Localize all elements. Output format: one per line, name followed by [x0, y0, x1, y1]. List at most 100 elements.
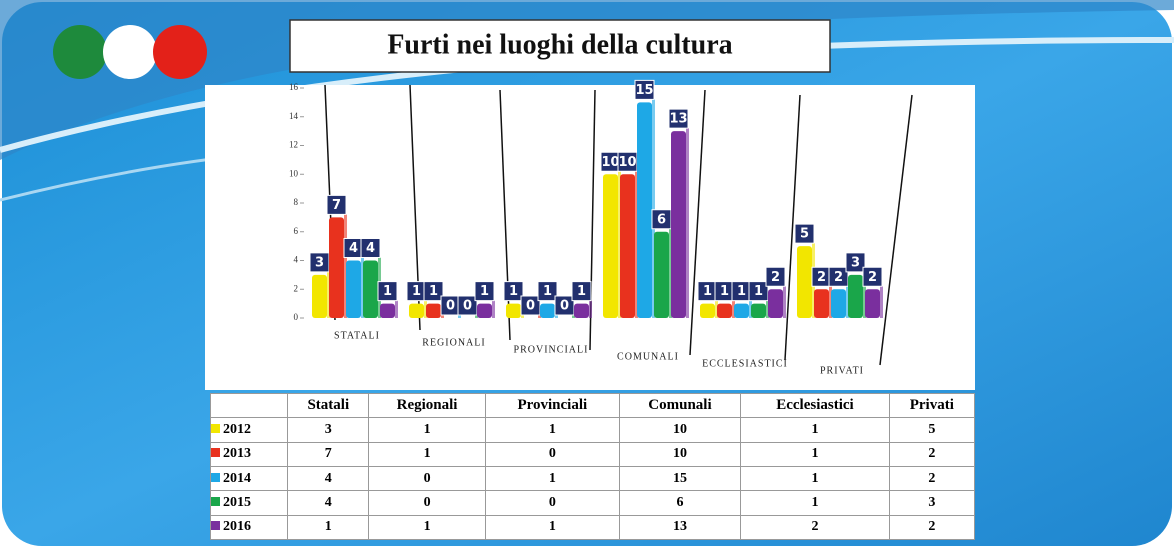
- data-label: 0: [526, 299, 535, 314]
- label-box: [794, 223, 815, 244]
- table-cell: 10: [618, 417, 742, 443]
- table-cell: 2: [888, 441, 976, 467]
- bar-side: [475, 315, 478, 318]
- data-label: 3: [315, 255, 324, 270]
- label-box: [520, 295, 541, 316]
- data-label: 1: [383, 284, 392, 299]
- table-cell: 10: [618, 441, 742, 467]
- data-label: 4: [366, 241, 375, 256]
- chart-title: Furti nei luoghi della cultura: [387, 29, 732, 60]
- y-tick-label: 16: [289, 82, 299, 92]
- bar: [814, 289, 829, 318]
- label-box: [765, 266, 786, 287]
- data-label: 1: [720, 284, 729, 299]
- label-box: [423, 281, 444, 302]
- label-box: [571, 281, 592, 302]
- table-cell: 4: [287, 465, 370, 492]
- bar: [751, 303, 766, 318]
- x-tick-label: PROVINCIALI: [514, 344, 589, 355]
- data-label: 5: [800, 227, 809, 242]
- bar-side: [749, 300, 752, 318]
- x-tick-label: ECCLESIASTICI: [702, 358, 788, 369]
- x-tick-label: REGIONALI: [422, 337, 485, 348]
- bar: [506, 303, 521, 318]
- table-cell: 2: [888, 465, 976, 492]
- table-cell: 6: [618, 490, 742, 516]
- label-box: [828, 266, 849, 287]
- table-cell: 0: [368, 490, 486, 516]
- bar-side: [344, 214, 347, 318]
- flag-green: [53, 25, 107, 79]
- data-label: 1: [737, 284, 746, 299]
- bar-side: [686, 128, 689, 318]
- legend-label: 2012: [223, 421, 251, 437]
- legend-swatch: [211, 423, 220, 433]
- legend-swatch: [211, 496, 220, 506]
- table-cell: 1: [287, 514, 370, 541]
- data-label: 6: [657, 212, 666, 227]
- legend-label: 2014: [223, 470, 251, 486]
- data-table: Statali Regionali Provinciali Comunali Eccle…: [209, 392, 976, 541]
- bar: [363, 260, 378, 318]
- column-header: Provinciali: [485, 392, 620, 419]
- table-cell: 1: [740, 490, 890, 516]
- bar-side: [361, 257, 364, 318]
- table-cell: 3: [287, 417, 370, 443]
- table-cell: 1: [485, 514, 620, 541]
- bar-side: [846, 286, 849, 318]
- bar-side: [715, 300, 718, 318]
- column-header: Ecclesiastici: [740, 392, 890, 419]
- y-tick-label: 0: [294, 312, 299, 322]
- bar: [637, 102, 652, 318]
- bar-side: [424, 300, 427, 318]
- divider: [689, 89, 706, 356]
- data-label: 0: [560, 299, 569, 314]
- data-label: 1: [703, 284, 712, 299]
- bar-side: [572, 315, 575, 318]
- data-label: 4: [349, 241, 358, 256]
- data-label: 1: [509, 284, 518, 299]
- table-cell: 0: [485, 490, 620, 516]
- table-row: 2014 4 0 1 15 1 2: [209, 465, 976, 492]
- data-label: 2: [771, 270, 780, 285]
- table-cell: 1: [485, 417, 620, 443]
- column-header: Comunali: [618, 392, 742, 419]
- legend-swatch: [211, 448, 220, 458]
- data-label: 1: [543, 284, 552, 299]
- data-label: 1: [577, 284, 586, 299]
- x-tick-label: STATALI: [334, 330, 380, 341]
- table-cell: 13: [618, 514, 742, 541]
- bar: [671, 131, 686, 318]
- bar: [329, 217, 344, 318]
- x-tick-label: COMUNALI: [617, 351, 679, 362]
- bar: [717, 303, 732, 318]
- bar: [603, 174, 618, 318]
- data-label: 1: [754, 284, 763, 299]
- bar-side: [783, 286, 786, 318]
- bar-side: [863, 271, 866, 318]
- bar-side: [458, 315, 461, 318]
- label-box: [845, 252, 866, 273]
- bar-side: [395, 300, 398, 318]
- bar: [346, 260, 361, 318]
- table-cell: 1: [485, 465, 620, 492]
- table-cell: 1: [368, 417, 486, 443]
- label-box: [457, 295, 478, 316]
- data-label: 10: [601, 155, 619, 170]
- label-box: [537, 281, 558, 302]
- bar: [477, 303, 492, 318]
- data-label: 2: [817, 270, 826, 285]
- bar-side: [652, 99, 655, 318]
- bar: [409, 303, 424, 318]
- bar: [734, 303, 749, 318]
- table-cell: 15: [618, 465, 742, 492]
- bar: [380, 303, 395, 318]
- legend-label: 2013: [223, 446, 251, 462]
- bar: [700, 303, 715, 318]
- bar-side: [327, 271, 330, 318]
- table-cell: 4: [287, 490, 370, 516]
- bar: [831, 289, 846, 318]
- bar-side: [635, 171, 638, 318]
- bar-side: [538, 315, 541, 318]
